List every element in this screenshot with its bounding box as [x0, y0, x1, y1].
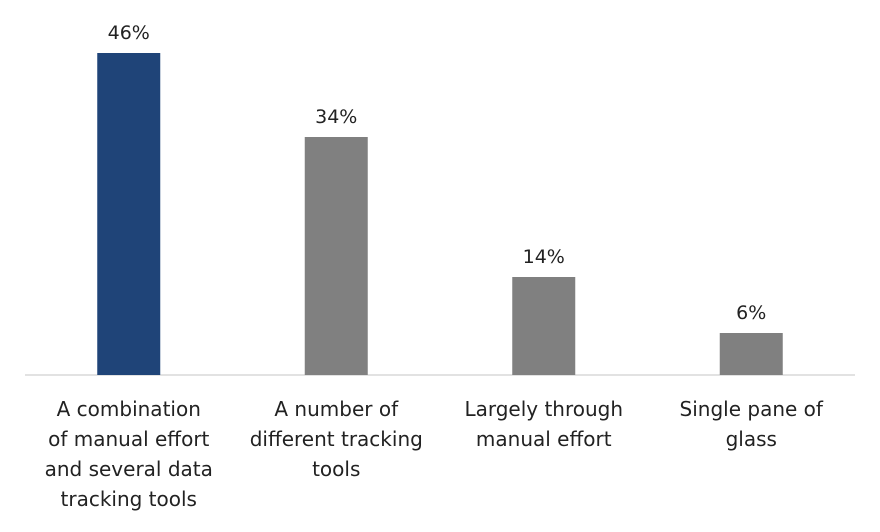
category-label-3: Largely through manual effort [464, 397, 623, 451]
category-label-2: A number of different tracking tools [250, 397, 423, 481]
bar-2 [304, 137, 368, 375]
category-label-4: Single pane of glass [680, 397, 824, 451]
data-label-1: 46% [108, 22, 150, 44]
bar-1 [97, 53, 161, 375]
data-label-2: 34% [315, 106, 357, 128]
bar-3 [512, 277, 576, 375]
data-label-3: 14% [523, 246, 565, 268]
bar-4 [719, 333, 783, 375]
data-label-4: 6% [736, 302, 766, 324]
category-label-1: A combination of manual effort and several… [45, 397, 213, 511]
